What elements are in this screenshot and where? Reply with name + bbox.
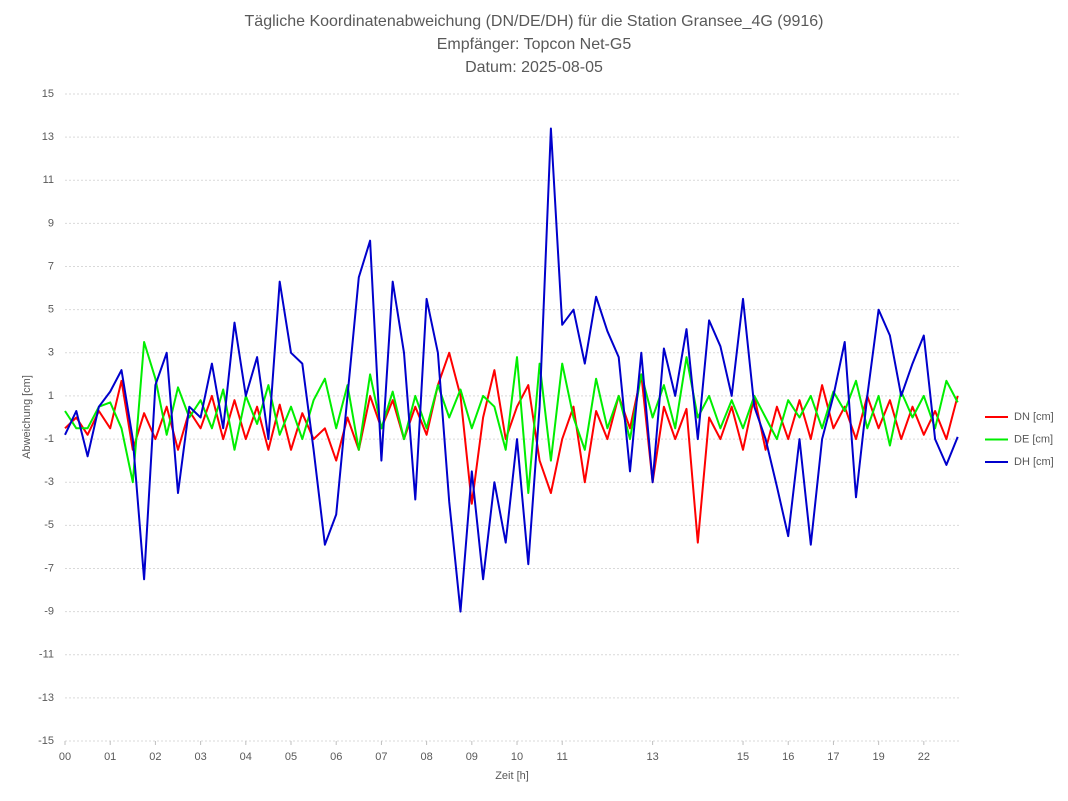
x-tick-label: 01 [104, 751, 116, 763]
x-tick-label: 09 [466, 751, 478, 763]
x-tick-label: 03 [194, 751, 206, 763]
y-tick-label: 7 [48, 260, 54, 272]
legend-label: DE [cm] [1014, 433, 1053, 445]
x-tick-label: 11 [557, 751, 568, 763]
x-tick-label: 17 [827, 751, 839, 763]
legend-label: DH [cm] [1014, 456, 1054, 468]
y-tick-label: -5 [44, 519, 54, 531]
y-tick-label: -13 [38, 692, 54, 704]
y-axis-label: Abweichung [cm] [21, 375, 33, 459]
x-tick-label: 08 [420, 751, 432, 763]
chart-date: Datum: 2025-08-05 [465, 59, 603, 76]
chart-title: Tägliche Koordinatenabweichung (DN/DE/DH… [245, 13, 824, 30]
y-tick-label: -11 [39, 649, 54, 661]
x-tick-label: 02 [149, 751, 161, 763]
series-line [64, 351, 959, 544]
x-tick-label: 06 [330, 751, 342, 763]
x-tick-label: 07 [375, 751, 387, 763]
x-tick-label: 05 [285, 751, 297, 763]
x-tick-label: 15 [737, 751, 749, 763]
x-tick-label: 16 [782, 751, 794, 763]
y-tick-label: -3 [44, 476, 54, 488]
y-tick-label: -7 [44, 562, 54, 574]
y-tick-label: -15 [38, 735, 54, 747]
y-tick-label: -9 [44, 606, 54, 618]
y-tick-label: 5 [48, 304, 54, 316]
y-tick-label: -1 [44, 433, 54, 445]
y-tick-label: 9 [48, 217, 54, 229]
x-tick-label: 04 [240, 751, 252, 763]
y-tick-label: 13 [42, 131, 54, 143]
y-tick-label: 3 [48, 347, 54, 359]
chart-subtitle: Empfänger: Topcon Net-G5 [437, 36, 632, 53]
x-tick-label: 13 [647, 751, 659, 763]
legend-label: DN [cm] [1014, 411, 1054, 423]
x-tick-label: 10 [511, 751, 523, 763]
series-line [64, 127, 959, 613]
series-line [64, 341, 959, 494]
x-tick-label: 00 [59, 751, 71, 763]
y-tick-label: 15 [42, 88, 54, 100]
x-axis-label: Zeit [h] [495, 770, 529, 782]
y-tick-label: 1 [48, 390, 54, 402]
x-tick-label: 22 [918, 751, 930, 763]
y-tick-label: 11 [43, 174, 54, 186]
x-tick-label: 19 [873, 751, 885, 763]
